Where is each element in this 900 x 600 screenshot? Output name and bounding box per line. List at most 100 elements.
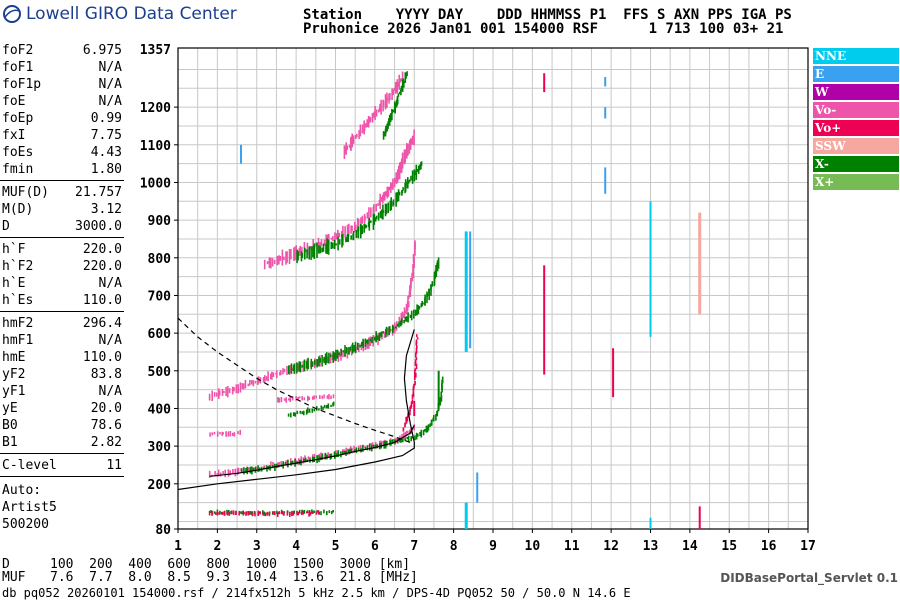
echo-mark xyxy=(422,302,424,305)
echo-mark xyxy=(416,304,418,316)
echo-mark xyxy=(241,511,243,515)
param-row: D 3000.0 xyxy=(2,218,122,235)
echo-mark xyxy=(305,409,308,415)
echo-mark xyxy=(404,149,406,163)
echo-mark xyxy=(233,432,236,437)
param-row: B0 78.6 xyxy=(2,417,122,434)
echo-mark xyxy=(274,464,276,471)
echo-mark xyxy=(280,397,283,403)
echo-mark xyxy=(285,251,287,265)
echo-mark xyxy=(244,379,247,389)
echo-mark xyxy=(332,242,334,249)
echo-mark xyxy=(393,101,396,113)
echo-mark xyxy=(351,133,353,148)
echo-mark xyxy=(211,511,213,516)
x-tick-label: 12 xyxy=(603,539,619,554)
echo-mark xyxy=(302,510,304,515)
echo-mark xyxy=(311,509,313,514)
echo-mark xyxy=(377,109,380,113)
param-row: C-level 11 xyxy=(2,457,122,474)
echo-mark xyxy=(409,140,411,150)
echo-mark xyxy=(227,386,229,398)
echo-mark xyxy=(242,383,245,390)
echo-mark xyxy=(282,368,284,375)
echo-mark xyxy=(344,146,346,154)
echo-trace xyxy=(543,265,546,375)
echo-mark xyxy=(396,169,399,183)
echo-mark xyxy=(373,204,375,216)
echo-mark xyxy=(211,432,214,436)
echo-mark xyxy=(337,450,340,457)
echo-mark xyxy=(372,214,375,230)
echo-mark xyxy=(218,388,220,399)
param-value: 11 xyxy=(106,458,122,473)
echo-mark xyxy=(412,385,415,390)
echo-mark xyxy=(318,356,320,367)
param-row: hmF1 N/A xyxy=(2,332,122,349)
echo-mark xyxy=(328,453,330,457)
y-tick-label: 600 xyxy=(148,327,172,342)
echo-mark xyxy=(286,366,288,375)
x-tick-label: 13 xyxy=(643,539,659,554)
param-separator xyxy=(0,180,124,181)
echo-mark xyxy=(388,93,390,104)
echo-mark xyxy=(401,189,404,194)
echo-mark xyxy=(364,445,366,449)
param-value: 2.82 xyxy=(90,435,122,450)
param-row: h`F2 220.0 xyxy=(2,258,122,275)
echo-mark xyxy=(210,510,212,513)
echo-mark xyxy=(402,432,405,440)
x-tick-label: 9 xyxy=(489,539,497,554)
echo-mark xyxy=(315,395,317,399)
distance-values: 100 200 400 600 800 1000 1500 3000 [km] xyxy=(50,557,411,572)
echo-mark xyxy=(373,213,376,225)
echo-mark xyxy=(404,316,407,322)
echo-mark xyxy=(335,243,337,246)
param-label: D xyxy=(2,219,10,234)
echo-mark xyxy=(313,395,315,400)
echo-mark xyxy=(315,511,318,515)
echo-mark xyxy=(278,511,281,515)
distance-label: D xyxy=(2,557,10,572)
echo-mark xyxy=(414,378,416,381)
echo-mark xyxy=(279,371,281,376)
x-tick-label: 17 xyxy=(800,539,816,554)
echo-mark xyxy=(352,348,355,352)
x-tick-label: 7 xyxy=(410,539,418,554)
echo-mark xyxy=(405,430,408,437)
echo-mark xyxy=(283,512,285,516)
echo-mark xyxy=(394,322,396,334)
echo-mark xyxy=(236,467,239,476)
echo-mark xyxy=(392,199,395,206)
echo-mark xyxy=(380,209,383,219)
echo-mark xyxy=(291,368,294,371)
echo-mark xyxy=(291,512,293,517)
echo-mark xyxy=(221,389,224,396)
param-value: 0.99 xyxy=(90,111,122,126)
echo-mark xyxy=(350,344,353,356)
echo-mark xyxy=(317,237,320,252)
echo-mark xyxy=(285,397,287,403)
echo-mark xyxy=(214,511,216,514)
echo-mark xyxy=(368,207,370,223)
echo-mark xyxy=(318,408,320,411)
echo-mark xyxy=(263,375,266,383)
echo-mark xyxy=(346,145,349,150)
param-label: MUF(D) xyxy=(2,185,49,200)
echo-mark xyxy=(394,81,397,94)
echo-mark xyxy=(396,192,398,202)
echo-mark xyxy=(403,307,406,319)
echo-mark xyxy=(382,100,385,107)
echo-mark xyxy=(411,135,414,145)
echo-mark xyxy=(303,458,305,462)
y-tick-label: 800 xyxy=(148,252,172,267)
echo-mark xyxy=(217,469,220,477)
echo-mark xyxy=(361,215,364,223)
echo-mark xyxy=(319,395,321,399)
echo-mark xyxy=(332,401,335,406)
param-value: 1.80 xyxy=(90,162,122,177)
echo-mark xyxy=(414,361,417,366)
echo-mark xyxy=(238,511,240,516)
echo-mark xyxy=(395,437,397,444)
echo-mark xyxy=(254,380,257,384)
